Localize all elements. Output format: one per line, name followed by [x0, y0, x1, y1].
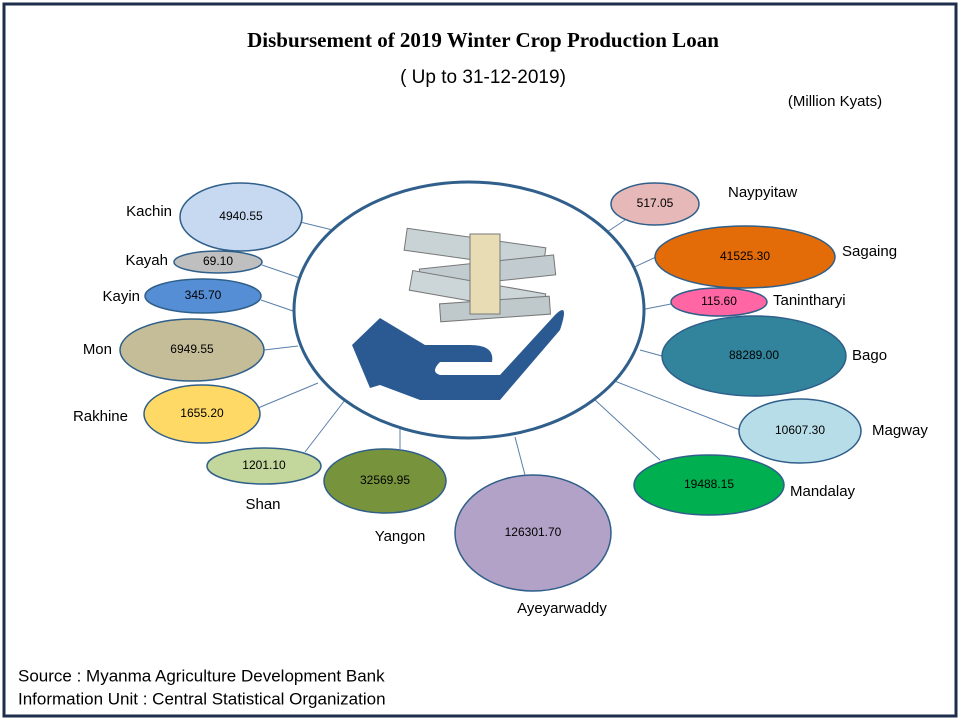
title: Disbursement of 2019 Winter Crop Product… [247, 28, 719, 52]
node-ellipse [119, 318, 265, 382]
node-value: 32569.95 [360, 473, 410, 487]
node-ellipse [144, 278, 262, 314]
node-name: Bago [852, 347, 887, 364]
node-name: Kayah [125, 252, 168, 269]
node-value: 1655.20 [180, 406, 224, 420]
node-name: Tanintharyi [773, 292, 846, 309]
node-name: Kachin [126, 203, 172, 220]
node-name: Yangon [375, 528, 426, 545]
node-ellipse [661, 315, 847, 397]
node-name: Mon [83, 341, 112, 358]
connector [304, 399, 346, 453]
source: Source : Myanma Agriculture Development … [18, 666, 385, 685]
node-ellipse [179, 182, 303, 252]
node-ellipse [143, 384, 261, 444]
node-name: Naypyitaw [728, 184, 797, 201]
node-ellipse [454, 474, 612, 592]
node-ellipse [654, 225, 836, 289]
connector [594, 399, 661, 461]
node-name: Rakhine [73, 408, 128, 425]
node-name: Sagaing [842, 243, 897, 260]
nodes: 4940.55 Kachin 69.10 Kayah 345.70 Kayin 6949.5… [73, 182, 928, 617]
subtitle: ( Up to 31-12-2019) [400, 67, 566, 88]
node-value: 115.60 [701, 294, 737, 308]
money-icon [352, 227, 564, 400]
node-value: 19488.15 [684, 477, 734, 491]
node-value: 1201.10 [242, 458, 286, 472]
connector [611, 379, 741, 431]
node-value: 4940.55 [219, 209, 263, 223]
connector [514, 436, 526, 476]
node-name: Mandalay [790, 483, 856, 500]
node-ellipse [738, 398, 862, 464]
node-ellipse [670, 287, 768, 317]
info: Information Unit : Central Statistical O… [18, 689, 386, 708]
node-value: 88289.00 [729, 348, 779, 362]
node-name: Ayeyarwaddy [517, 600, 607, 617]
unit: (Million Kyats) [788, 93, 882, 110]
node-value: 345.70 [185, 288, 222, 302]
node-value: 69.10 [203, 254, 233, 268]
connector [261, 264, 301, 279]
node-ellipse [610, 182, 700, 226]
node-value: 517.05 [637, 196, 674, 210]
node-value: 10607.30 [775, 423, 825, 437]
node-value: 6949.55 [170, 342, 214, 356]
node-ellipse [173, 250, 263, 274]
node-ellipse [323, 448, 447, 514]
node-ellipse [206, 447, 322, 485]
connector [263, 345, 299, 351]
node-name: Magway [872, 422, 928, 439]
node-name: Shan [245, 496, 280, 513]
node-value: 41525.30 [720, 249, 770, 263]
node-ellipse [633, 454, 785, 516]
connector [260, 299, 297, 313]
connector [257, 382, 319, 409]
node-value: 126301.70 [505, 525, 562, 539]
node-name: Kayin [102, 288, 140, 305]
connector [639, 349, 663, 357]
